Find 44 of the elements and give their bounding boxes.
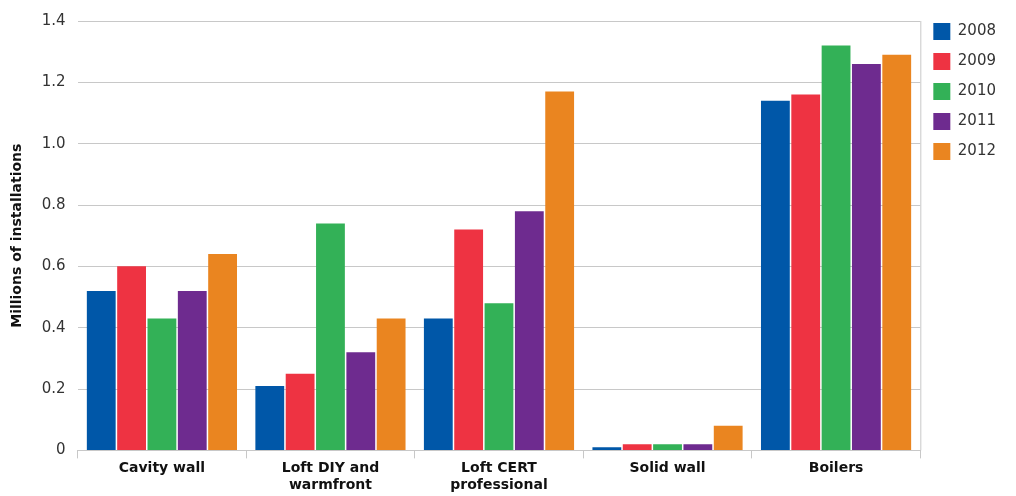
x-tick-label: Solid wall [629, 459, 706, 476]
bar [454, 229, 484, 450]
legend-label: 2011 [957, 111, 997, 130]
bar [346, 352, 376, 450]
bar [545, 91, 575, 450]
bar [851, 63, 881, 450]
y-tick-label: 0 [56, 440, 66, 459]
y-tick-label: 0.6 [41, 256, 66, 275]
x-tick-label: Cavity wall [118, 459, 206, 476]
bar [760, 100, 790, 450]
bar [117, 266, 146, 450]
bar [285, 373, 315, 450]
bar [791, 94, 821, 450]
y-tick-label: 0.2 [41, 378, 66, 397]
x-tick-label: Loft DIY and warmfront [281, 459, 380, 493]
legend-label: 2012 [957, 141, 997, 160]
bar [177, 290, 207, 450]
bar [86, 290, 116, 450]
bar [514, 211, 544, 450]
x-tick-label: Loft CERT professional [450, 459, 548, 493]
y-tick-label: 0.8 [41, 194, 66, 213]
y-tick-label: 1.2 [41, 72, 66, 91]
legend-label: 2010 [957, 81, 997, 100]
y-tick-label: 1.0 [41, 133, 66, 152]
legend-label: 2008 [957, 21, 997, 40]
y-axis-title: Millions of installations [8, 143, 25, 328]
legend-label: 2009 [957, 51, 997, 70]
y-tick-label: 1.4 [41, 10, 66, 29]
x-tick-label: Boilers [808, 459, 864, 476]
bar [147, 318, 177, 450]
bar [255, 385, 285, 450]
bar [376, 318, 406, 450]
bar [622, 444, 652, 450]
bar [208, 254, 237, 450]
bar [316, 223, 345, 450]
bar [423, 318, 453, 450]
bar [653, 444, 682, 450]
bar [882, 54, 912, 450]
bar [484, 303, 514, 450]
bar [683, 444, 713, 450]
bar [821, 45, 851, 450]
bar [713, 425, 743, 450]
y-tick-label: 0.4 [41, 317, 66, 336]
bar [592, 447, 622, 450]
